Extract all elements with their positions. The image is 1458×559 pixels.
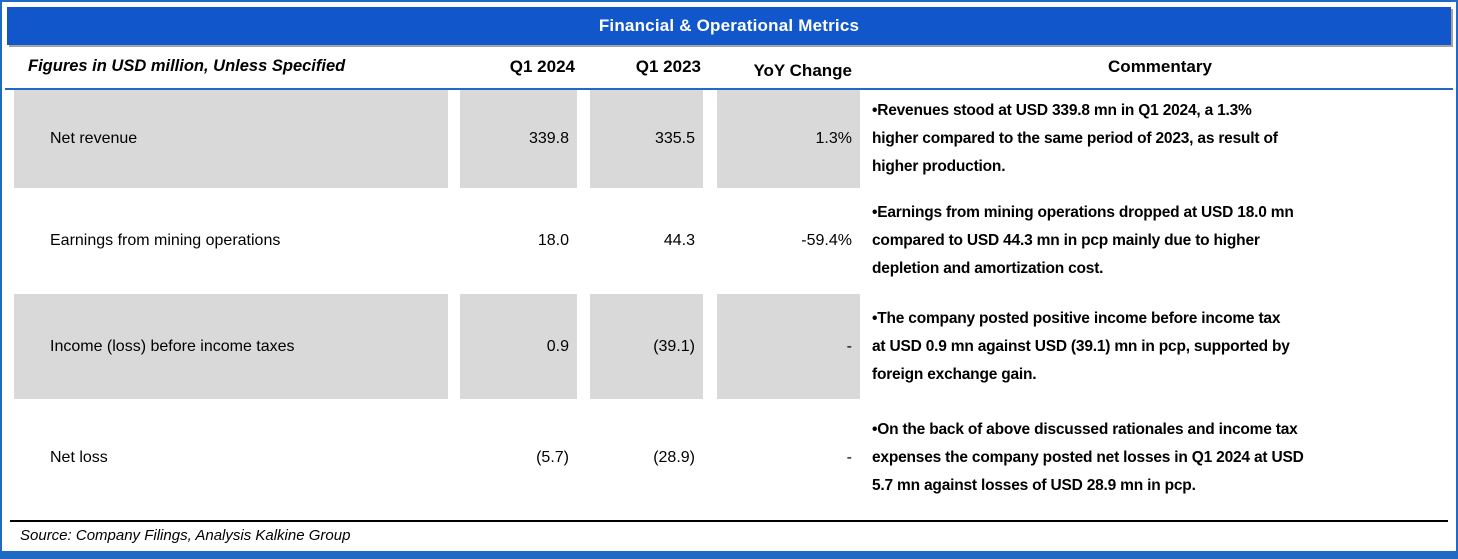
column-header-figures: Figures in USD million, Unless Specified	[28, 57, 346, 75]
value-q1-2024: 18.0	[537, 232, 569, 249]
table-header-row: Figures in USD million, Unless Specified…	[2, 45, 1456, 88]
table-row: Net revenue 339.8 335.5 1.3% •Revenues s…	[2, 90, 1456, 188]
value-q1-2024: 339.8	[460, 90, 577, 188]
value-q1-2024: 0.9	[460, 294, 577, 399]
value-yoy-change: -	[717, 294, 860, 399]
table-row: Net loss (5.7) (28.9) - •On the back of …	[2, 399, 1456, 517]
table-row: Earnings from mining operations 18.0 44.…	[2, 188, 1456, 294]
value-q1-2024: (5.7)	[536, 449, 569, 466]
table-row: Income (loss) before income taxes 0.9 (3…	[2, 294, 1456, 399]
value-q1-2023: 335.5	[590, 90, 703, 188]
column-header-q1-2024: Q1 2024	[509, 56, 575, 76]
value-yoy-change: -	[846, 449, 852, 466]
commentary-cell: •Revenues stood at USD 339.8 mn in Q1 20…	[872, 102, 1278, 175]
bottom-accent-bar	[2, 551, 1456, 559]
row-label: Earnings from mining operations	[50, 232, 281, 249]
commentary-cell: •On the back of above discussed rational…	[872, 421, 1304, 494]
column-header-commentary: Commentary	[1108, 56, 1212, 76]
commentary-cell: •The company posted positive income befo…	[872, 309, 1290, 383]
column-header-q1-2023: Q1 2023	[635, 56, 701, 76]
value-yoy-change: 1.3%	[717, 90, 860, 188]
row-label: Net loss	[50, 449, 108, 466]
value-yoy-change: -59.4%	[801, 232, 852, 249]
header-divider	[5, 88, 1453, 90]
row-label: Net revenue	[14, 90, 448, 188]
value-q1-2023: (39.1)	[590, 294, 703, 399]
row-label: Income (loss) before income taxes	[14, 294, 448, 399]
commentary-cell: •Earnings from mining operations dropped…	[872, 204, 1294, 277]
column-header-yoy-change: YoY Change	[753, 60, 852, 80]
value-q1-2023: (28.9)	[653, 449, 695, 466]
table-title: Financial & Operational Metrics	[7, 7, 1451, 45]
source-note: Source: Company Filings, Analysis Kalkin…	[20, 526, 351, 544]
value-q1-2023: 44.3	[663, 232, 695, 249]
footer-divider	[10, 520, 1448, 522]
